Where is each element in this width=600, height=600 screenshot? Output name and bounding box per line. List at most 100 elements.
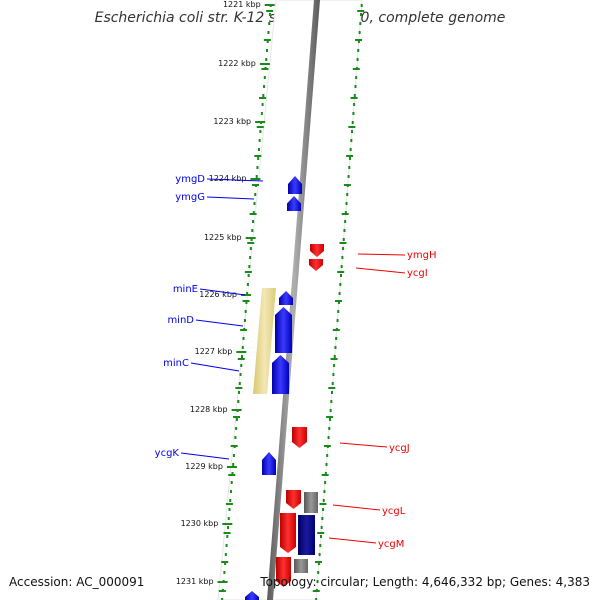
ruler-dot: [241, 355, 244, 358]
leader-line-ymgG: [206, 196, 255, 200]
ruler-tick: [256, 126, 264, 128]
kbp-major-tick: [250, 178, 261, 180]
ruler-dot: [352, 112, 355, 115]
gene-minC[interactable]: [272, 355, 289, 394]
gene-label-minD[interactable]: minD: [167, 315, 194, 326]
gene-label-ymgG[interactable]: ymgG: [175, 192, 205, 203]
ruler-dot: [235, 418, 238, 421]
ruler-dot: [332, 373, 335, 376]
gene-ymgG[interactable]: [287, 196, 301, 211]
ruler-dot: [329, 409, 332, 412]
orf-gray[interactable]: [294, 559, 308, 573]
ruler-dot: [232, 454, 235, 457]
kbp-major-tick: [259, 63, 270, 65]
ruler-dot: [227, 517, 230, 520]
gene-ymgH[interactable]: [310, 244, 324, 257]
orf-gray[interactable]: [304, 492, 318, 513]
leader-line-ycgK: [180, 452, 230, 460]
topology-label: Topology: circular; Length: 4,646,332 bp…: [260, 575, 590, 589]
ruler-tick: [314, 561, 322, 563]
kbp-major-tick: [264, 4, 275, 6]
ruler-dot: [337, 301, 340, 304]
ruler-dot: [221, 598, 224, 600]
ruler-tick: [348, 126, 356, 128]
ruler-tick: [263, 39, 271, 41]
ruler-dot: [229, 490, 232, 493]
ruler-dot: [254, 193, 257, 196]
orf-navy[interactable]: [298, 515, 315, 555]
ruler-tick: [261, 68, 269, 70]
ruler-dot: [243, 319, 246, 322]
ruler-dot: [320, 526, 323, 529]
gene-label-ycgL[interactable]: ycgL: [382, 506, 406, 517]
gene-ycgM[interactable]: [280, 513, 296, 553]
ruler-dot: [353, 94, 356, 97]
ruler-tick: [355, 39, 363, 41]
gene-ycgJ[interactable]: [292, 427, 307, 448]
gene-label-ycgI[interactable]: ycgI: [407, 268, 428, 279]
ruler-dot: [224, 562, 227, 565]
ruler-tick: [323, 445, 331, 447]
gene-extra-bottom[interactable]: [245, 591, 259, 600]
leader-line-ymgD: [206, 178, 264, 182]
ruler-dot: [347, 175, 350, 178]
ruler-tick: [312, 590, 320, 592]
ruler-dot: [351, 130, 354, 133]
kbp-major-tick: [245, 237, 256, 239]
ruler-tick: [218, 590, 226, 592]
ruler-tick: [225, 503, 233, 505]
ruler-dot: [240, 364, 243, 367]
ruler-tick: [221, 561, 229, 563]
ruler-dot: [328, 427, 331, 430]
gene-label-ycgM[interactable]: ycgM: [378, 539, 404, 550]
gene-label-ymgD[interactable]: ymgD: [175, 174, 205, 185]
ruler-dot: [323, 490, 326, 493]
gene-extra-red[interactable]: [276, 557, 291, 587]
ruler-dot: [333, 355, 336, 358]
ruler-dot: [339, 274, 342, 277]
ruler-dot: [238, 382, 241, 385]
ruler-dot: [232, 463, 235, 466]
ruler-dot: [344, 220, 347, 223]
ruler-dot: [316, 580, 319, 583]
kbp-tick-label: 1229 kbp: [185, 462, 223, 471]
ruler-tick: [339, 242, 347, 244]
ruler-dot: [357, 49, 360, 52]
ruler-dot: [265, 49, 268, 52]
ruler-dot: [355, 76, 358, 79]
leader-line-minD: [195, 319, 244, 327]
ruler-dot: [358, 31, 361, 34]
gene-minD[interactable]: [275, 307, 292, 353]
kbp-tick-label: 1222 kbp: [218, 59, 256, 68]
gene-label-minC[interactable]: minC: [163, 358, 189, 369]
kbp-tick-label: 1221 kbp: [223, 0, 261, 9]
kbp-tick-label: 1226 kbp: [199, 290, 237, 299]
ruler-dot: [234, 436, 237, 439]
ruler-tick: [357, 10, 365, 12]
kbp-tick-label: 1223 kbp: [213, 117, 251, 126]
ruler-tick: [341, 213, 349, 215]
gene-minE[interactable]: [279, 291, 293, 305]
gene-label-ycgK[interactable]: ycgK: [155, 448, 180, 459]
leader-line-ycgL: [332, 504, 381, 511]
gene-label-ymgH[interactable]: ymgH: [407, 250, 437, 261]
ruler-tick: [332, 329, 340, 331]
gene-label-minE[interactable]: minE: [173, 284, 198, 295]
gene-ycgL[interactable]: [286, 490, 301, 509]
ruler-dot: [339, 283, 342, 286]
ruler-dot: [357, 40, 360, 43]
ruler-dot: [324, 472, 327, 475]
gene-ycgK[interactable]: [262, 452, 276, 475]
ruler-dot: [253, 202, 256, 205]
ruler-tick: [317, 532, 325, 534]
kbp-major-tick: [255, 121, 266, 123]
gene-ymgD[interactable]: [288, 176, 302, 194]
kbp-tick-label: 1225 kbp: [204, 233, 242, 242]
ruler-dot: [241, 346, 244, 349]
leader-line-minE: [199, 288, 246, 296]
gene-ycgI[interactable]: [309, 259, 323, 271]
gene-label-ycgJ[interactable]: ycgJ: [389, 443, 410, 454]
ruler-dot: [348, 157, 351, 160]
genome-backbone: [267, 0, 320, 600]
